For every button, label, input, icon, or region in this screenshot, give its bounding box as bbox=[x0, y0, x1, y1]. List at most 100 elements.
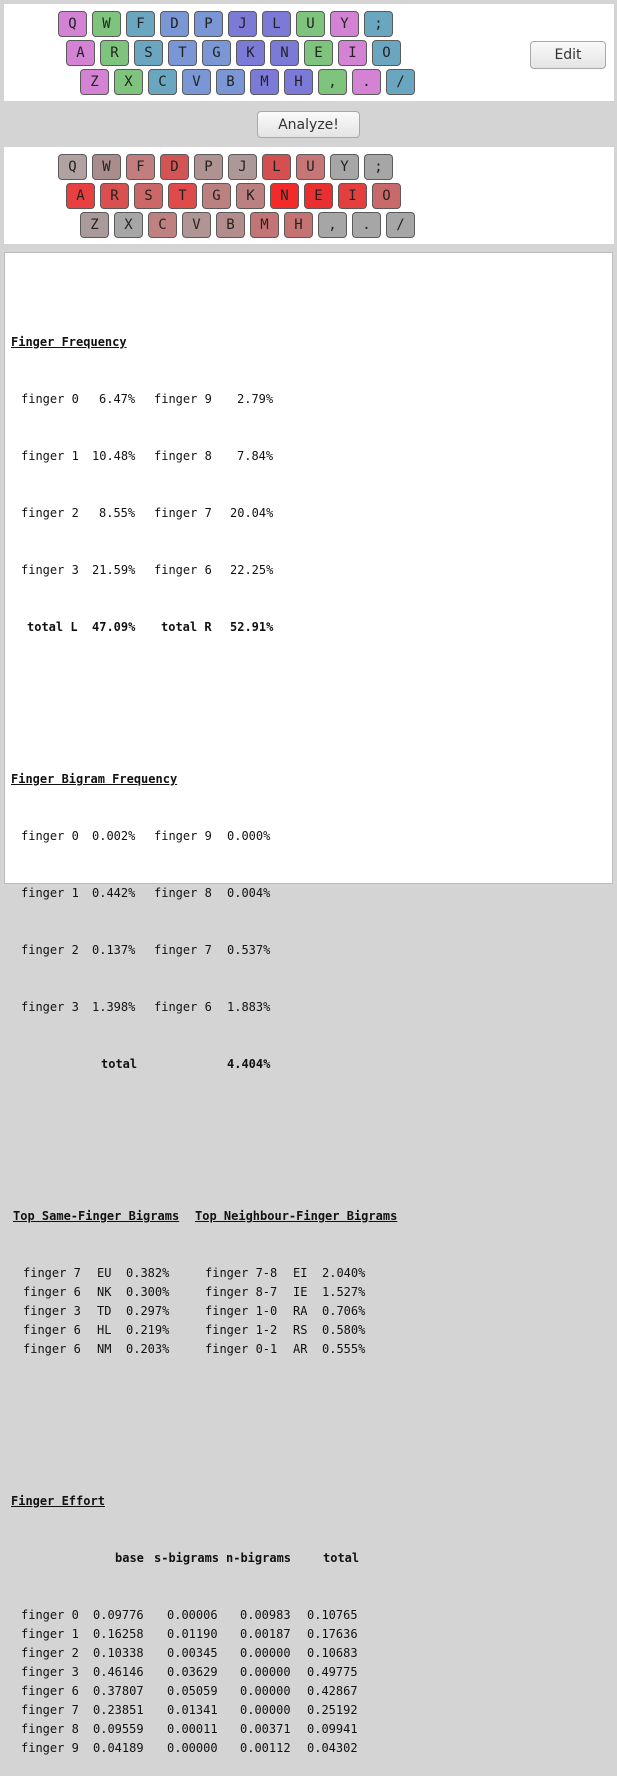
freq-value: 6.47% bbox=[99, 392, 136, 406]
effort-s-bigrams: 0.05059 bbox=[167, 1684, 218, 1698]
total-left-value: 47.09% bbox=[92, 620, 136, 634]
bigram-total-value: 4.404% bbox=[227, 1057, 271, 1071]
freq-value: 20.04% bbox=[230, 506, 274, 520]
heatmap-key: D bbox=[160, 154, 189, 180]
layout-key[interactable]: W bbox=[92, 11, 121, 37]
effort-n-bigrams: 0.00000 bbox=[240, 1684, 291, 1698]
layout-key[interactable]: J bbox=[228, 11, 257, 37]
same-finger-bigram: NK bbox=[97, 1285, 112, 1299]
edit-button[interactable]: Edit bbox=[530, 41, 606, 69]
layout-key[interactable]: C bbox=[148, 69, 177, 95]
same-finger-label: finger 6 bbox=[23, 1323, 81, 1337]
heatmap-key: O bbox=[372, 183, 401, 209]
effort-finger: finger 1 bbox=[21, 1627, 79, 1641]
layout-key[interactable]: . bbox=[352, 69, 381, 95]
freq-label: finger 6 bbox=[154, 563, 212, 577]
same-finger-label: finger 3 bbox=[23, 1304, 81, 1318]
effort-total: 0.42867 bbox=[307, 1684, 358, 1698]
layout-key[interactable]: X bbox=[114, 69, 143, 95]
keyboard-heatmap: Q W F D P J L U Y; A R S T G K N E I O Z X C V B M H,. / bbox=[4, 147, 424, 244]
freq-value: 21.59% bbox=[92, 563, 136, 577]
bigram-label: finger 6 bbox=[154, 1000, 212, 1014]
layout-key[interactable]: E bbox=[304, 40, 333, 66]
layout-key[interactable]: R bbox=[100, 40, 129, 66]
neighbour-finger-bigram: RA bbox=[293, 1304, 308, 1318]
bigram-label: finger 1 bbox=[21, 886, 79, 900]
freq-row: finger 1 10.48% finger 8 7.84% bbox=[11, 447, 273, 466]
layout-key[interactable]: L bbox=[262, 11, 291, 37]
layout-key[interactable]: A bbox=[66, 40, 95, 66]
heatmap-key: F bbox=[126, 154, 155, 180]
finger-effort-title: Finger Effort bbox=[11, 1494, 105, 1508]
effort-finger: finger 2 bbox=[21, 1646, 79, 1660]
effort-finger: finger 8 bbox=[21, 1722, 79, 1736]
same-finger-value: 0.203% bbox=[126, 1342, 170, 1356]
effort-s-bigrams: 0.01341 bbox=[167, 1703, 218, 1717]
effort-total: 0.10683 bbox=[307, 1646, 358, 1660]
freq-row: finger 0 6.47% finger 9 2.79% bbox=[11, 390, 273, 409]
freq-value: 8.55% bbox=[99, 506, 136, 520]
layout-key[interactable]: ; bbox=[364, 11, 393, 37]
heatmap-key: C bbox=[148, 212, 177, 238]
layout-key[interactable]: G bbox=[202, 40, 231, 66]
layout-key[interactable]: K bbox=[236, 40, 265, 66]
layout-key[interactable]: Q bbox=[58, 11, 87, 37]
heatmap-key: U bbox=[296, 154, 325, 180]
effort-total: 0.04302 bbox=[307, 1741, 358, 1755]
total-left-label: total L bbox=[27, 620, 78, 634]
top-bigram-row: finger 6 NK 0.300% finger 8-7 IE 1.527% bbox=[11, 1283, 365, 1302]
effort-n-bigrams: 0.00000 bbox=[240, 1703, 291, 1717]
heatmap-key: A bbox=[66, 183, 95, 209]
bigram-label: finger 0 bbox=[21, 829, 79, 843]
heatmap-key: ; bbox=[364, 154, 393, 180]
bigram-row: finger 1 0.442% finger 8 0.004% bbox=[11, 884, 270, 903]
heatmap-key: J bbox=[228, 154, 257, 180]
layout-key[interactable]: T bbox=[168, 40, 197, 66]
heatmap-key: B bbox=[216, 212, 245, 238]
layout-key[interactable]: P bbox=[194, 11, 223, 37]
heatmap-key: V bbox=[182, 212, 211, 238]
layout-key[interactable]: , bbox=[318, 69, 347, 95]
heatmap-key: T bbox=[168, 183, 197, 209]
layout-key[interactable]: O bbox=[372, 40, 401, 66]
bigram-value: 0.537% bbox=[227, 943, 271, 957]
effort-n-bigrams: 0.00000 bbox=[240, 1665, 291, 1679]
layout-key[interactable]: D bbox=[160, 11, 189, 37]
layout-key[interactable]: I bbox=[338, 40, 367, 66]
analyze-button[interactable]: Analyze! bbox=[257, 111, 360, 138]
layout-key[interactable]: M bbox=[250, 69, 279, 95]
layout-key[interactable]: H bbox=[284, 69, 313, 95]
heatmap-key: N bbox=[270, 183, 299, 209]
effort-total: 0.17636 bbox=[307, 1627, 358, 1641]
effort-row: finger 8 0.09559 0.00011 0.00371 0.09941 bbox=[11, 1720, 358, 1739]
heatmap-key: , bbox=[318, 212, 347, 238]
layout-key[interactable]: S bbox=[134, 40, 163, 66]
heatmap-panel: Q W F D P J L U Y; A R S T G K N E I O Z X C V B M H,. / bbox=[4, 147, 614, 244]
layout-key[interactable]: Y bbox=[330, 11, 359, 37]
same-finger-value: 0.300% bbox=[126, 1285, 170, 1299]
layout-key[interactable]: F bbox=[126, 11, 155, 37]
effort-finger: finger 3 bbox=[21, 1665, 79, 1679]
effort-base: 0.16258 bbox=[93, 1627, 144, 1641]
effort-row: finger 1 0.16258 0.01190 0.00187 0.17636 bbox=[11, 1625, 358, 1644]
effort-s-bigrams: 0.00011 bbox=[167, 1722, 218, 1736]
same-finger-bigram: TD bbox=[97, 1304, 112, 1318]
layout-key[interactable]: V bbox=[182, 69, 211, 95]
layout-key[interactable]: Z bbox=[80, 69, 109, 95]
freq-label: finger 2 bbox=[21, 506, 79, 520]
layout-key[interactable]: / bbox=[386, 69, 415, 95]
top-bigram-row: finger 3 TD 0.297% finger 1-0 RA 0.706% bbox=[11, 1302, 365, 1321]
layout-key[interactable]: N bbox=[270, 40, 299, 66]
effort-n-bigrams: 0.00371 bbox=[240, 1722, 291, 1736]
bigram-row: finger 2 0.137% finger 7 0.537% bbox=[11, 941, 270, 960]
effort-finger: finger 0 bbox=[21, 1608, 79, 1622]
same-finger-bigram: EU bbox=[97, 1266, 112, 1280]
layout-key[interactable]: U bbox=[296, 11, 325, 37]
neighbour-finger-label: finger 1-0 bbox=[205, 1304, 278, 1318]
effort-header: total bbox=[323, 1551, 360, 1565]
effort-row: finger 7 0.23851 0.01341 0.00000 0.25192 bbox=[11, 1701, 358, 1720]
layout-key[interactable]: B bbox=[216, 69, 245, 95]
heatmap-key: H bbox=[284, 212, 313, 238]
effort-base: 0.09776 bbox=[93, 1608, 144, 1622]
effort-row: finger 3 0.46146 0.03629 0.00000 0.49775 bbox=[11, 1663, 358, 1682]
